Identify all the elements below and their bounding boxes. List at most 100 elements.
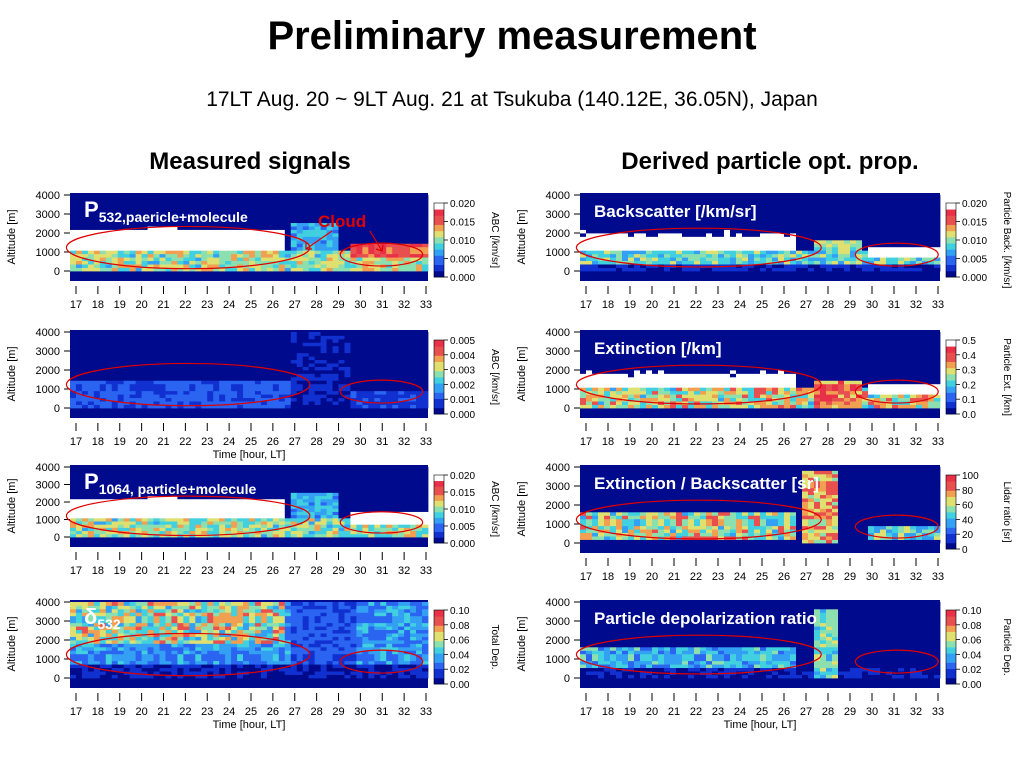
heatmap-cell [266,246,274,251]
heatmap-cell [350,250,357,255]
heatmap-cell [70,401,77,405]
heatmap-cell [195,667,202,672]
heatmap-cell [231,404,238,409]
heatmap-cell [243,397,250,402]
heatmap-cell [284,195,292,199]
heatmap-cell [213,514,220,519]
heatmap-cell [368,332,375,336]
heatmap-cell [195,612,202,617]
heatmap-cell [87,476,95,481]
heatmap-cell [410,390,417,395]
heatmap-cell [93,612,101,617]
heatmap-cell [272,530,280,535]
heatmap-cell [189,239,196,244]
heatmap-cell [290,352,298,357]
heatmap-cell [81,208,89,213]
heatmap-cell [123,674,131,679]
heatmap-cell [195,404,202,409]
heatmap-cell [213,239,220,244]
heatmap-cell [87,342,95,347]
heatmap-cell [302,345,310,350]
heatmap-cell [254,239,262,244]
heatmap-cell [243,612,250,617]
heatmap-cell [284,524,292,528]
heatmap-cell [111,473,119,477]
heatmap-cell [135,602,142,606]
heatmap-cell [195,502,202,506]
heatmap-cell [171,498,178,503]
heatmap-cell [123,404,131,409]
heatmap-cell [123,527,131,532]
heatmap-cell [111,486,119,490]
x-tick-label: 22 [179,299,191,311]
heatmap-cell [111,643,119,648]
heatmap-cell [111,219,119,224]
heatmap-cell [219,260,226,265]
heatmap-cell [422,530,429,535]
heatmap-cell [225,473,232,477]
heatmap-cell [243,498,250,503]
heatmap-cell [171,605,178,610]
heatmap-cell [93,394,101,399]
heatmap-cell [266,195,274,199]
heatmap-cell [189,646,196,651]
heatmap-cell [266,253,274,258]
heatmap-cell [392,236,399,241]
y-tick-label: 1000 [36,384,60,396]
heatmap-cell [386,495,393,500]
heatmap-cell [422,236,429,241]
heatmap-cell [70,352,77,357]
heatmap-cell [368,250,375,255]
heatmap-cell [129,505,137,509]
heatmap-cell [243,342,250,347]
heatmap-cell [129,253,137,258]
heatmap-cell [117,198,125,203]
heatmap-cell [320,505,327,509]
heatmap-cell [147,404,154,409]
heatmap-cell [410,383,417,388]
heatmap-cell [141,205,148,210]
heatmap-cell [237,615,244,620]
heatmap-cell [380,530,387,535]
heatmap-cell [362,226,369,230]
heatmap-cell [368,489,375,493]
heatmap-cell [93,482,101,487]
heatmap-cell [165,233,172,237]
heatmap-cell [195,521,202,525]
heatmap-cell [254,250,262,255]
heatmap-cell [392,390,399,395]
heatmap-cell [350,486,357,490]
heatmap-cell [302,479,310,484]
heatmap-cell [254,342,262,347]
heatmap-cell [207,352,214,357]
heatmap-cell [290,376,298,381]
heatmap-cell [129,653,137,658]
heatmap-cell [75,205,83,210]
heatmap-cell [398,370,405,374]
heatmap-cell [207,615,214,620]
x-tick-label: 18 [92,565,104,577]
colorbar-label: ABC [/km/sr] [489,349,500,405]
heatmap-cell [266,514,274,519]
heatmap-cell [99,495,107,500]
heatmap-cell [231,253,238,258]
heatmap-cell [99,653,107,658]
heatmap-cell [326,511,333,516]
heatmap-cell [207,345,214,350]
heatmap-cell [314,257,321,262]
heatmap-cell [129,508,137,512]
heatmap-cell [374,380,381,385]
heatmap-cell [87,243,95,248]
heatmap-cell [290,243,298,248]
heatmap-cell [254,380,262,385]
heatmap-cell [87,524,95,528]
heatmap-cell [87,482,95,487]
heatmap-cell [278,370,286,374]
heatmap-cell [266,657,274,662]
heatmap-cell [81,370,89,374]
heatmap-cell [374,352,381,357]
heatmap-cell [165,404,172,409]
heatmap-cell [422,390,429,395]
colorbar-swatch [434,511,444,516]
heatmap-cell [87,667,95,672]
